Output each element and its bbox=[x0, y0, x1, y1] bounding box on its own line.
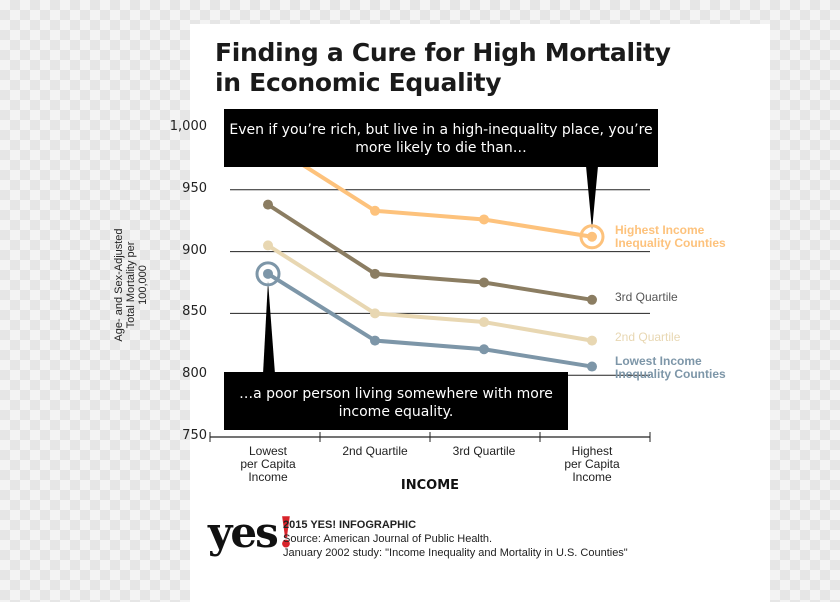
credit-line-2: Source: American Journal of Public Healt… bbox=[283, 533, 493, 545]
data-point bbox=[479, 317, 489, 328]
x-axis-title: INCOME bbox=[400, 478, 460, 493]
x-tick-label: 3rd Quartile bbox=[452, 444, 516, 458]
series-label: 3rd Quartile bbox=[615, 290, 678, 304]
callout-rich-high-inequality: Even if you’re rich, but live in a high-… bbox=[224, 109, 658, 167]
data-point bbox=[587, 361, 597, 372]
callout-pointer-top bbox=[586, 166, 598, 230]
data-point bbox=[587, 294, 597, 305]
x-tick-label: Highest per Capita Income bbox=[564, 444, 620, 484]
highlight-ring-poor bbox=[255, 261, 281, 287]
title-line-2: in Economic Equality bbox=[215, 68, 502, 97]
data-point bbox=[263, 268, 273, 279]
series-label: 2nd Quartile bbox=[615, 330, 681, 344]
data-point bbox=[479, 214, 489, 225]
logo-text: yes bbox=[208, 508, 279, 557]
x-tick-label: Lowest per Capita Income bbox=[240, 444, 296, 484]
series-label: Lowest Income Inequality Counties bbox=[615, 354, 726, 381]
credits: 2015 YES! INFOGRAPHIC Source: American J… bbox=[283, 518, 628, 560]
y-tick-label: 1,000 bbox=[169, 119, 207, 134]
x-tick-label: 2nd Quartile bbox=[342, 444, 408, 458]
y-axis-title: Age- and Sex-Adjusted Total Mortality pe… bbox=[113, 228, 149, 342]
data-point bbox=[587, 231, 597, 242]
credit-line-1: 2015 YES! INFOGRAPHIC bbox=[283, 519, 417, 531]
data-point bbox=[479, 277, 489, 288]
chart-title: Finding a Cure for High Mortality in Eco… bbox=[215, 38, 735, 98]
callout-poor-low-inequality: …a poor person living somewhere with mor… bbox=[224, 372, 568, 430]
data-point bbox=[587, 335, 597, 346]
data-point bbox=[370, 268, 380, 279]
y-tick-label: 850 bbox=[182, 304, 207, 320]
series-line bbox=[266, 272, 593, 369]
credit-line-3: January 2002 study: "Income Inequality a… bbox=[283, 547, 628, 559]
data-point bbox=[370, 205, 380, 216]
y-tick-label: 950 bbox=[182, 180, 207, 196]
series-label: Highest Income Inequality Counties bbox=[615, 223, 726, 250]
y-tick-label: 750 bbox=[182, 428, 207, 443]
y-tick-label: 800 bbox=[182, 366, 207, 382]
series-line bbox=[266, 243, 593, 343]
series-line bbox=[266, 141, 593, 239]
series-line bbox=[266, 202, 593, 302]
highlight-ring-rich bbox=[579, 224, 605, 250]
data-point bbox=[479, 344, 489, 355]
title-line-1: Finding a Cure for High Mortality bbox=[215, 38, 671, 67]
data-point bbox=[263, 199, 273, 210]
yes-logo: yes! bbox=[208, 508, 295, 557]
data-point bbox=[370, 308, 380, 319]
y-tick-label: 900 bbox=[182, 242, 207, 258]
data-point bbox=[370, 335, 380, 346]
logo-mark: ! bbox=[276, 508, 295, 557]
data-point bbox=[263, 240, 273, 251]
callout-pointer-bottom bbox=[263, 281, 275, 374]
